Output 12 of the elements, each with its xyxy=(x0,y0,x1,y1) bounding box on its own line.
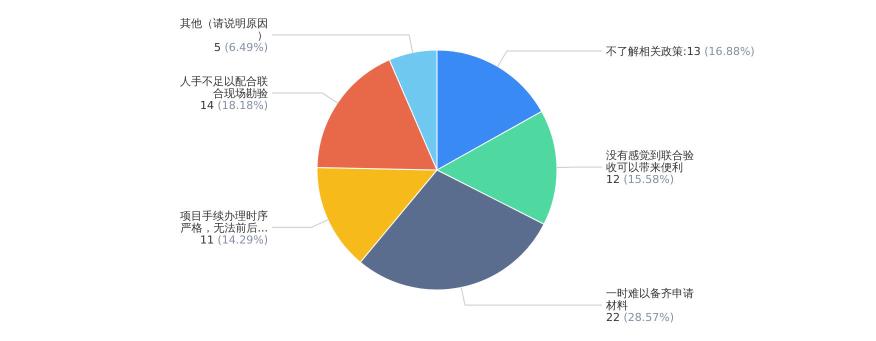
data-label: 14 (18.18%) xyxy=(200,99,268,112)
data-label: 22 (28.57%) xyxy=(606,311,674,324)
slice-label: 项目手续办理时序严格，无法前后... xyxy=(180,209,268,234)
data-label: :13 (16.88%) xyxy=(683,44,755,58)
slice-label: 其他（请说明原因） xyxy=(180,16,268,42)
data-label: 5 (6.49%) xyxy=(214,40,268,54)
slice-label: 人手不足以配合联合现场勘验 xyxy=(180,75,268,100)
data-label: 12 (15.58%) xyxy=(606,173,674,186)
slice-label: 不了解相关政策 xyxy=(606,44,683,58)
slice-label: 没有感觉到联合验收可以带来便利 xyxy=(606,149,694,174)
data-label: 11 (14.29%) xyxy=(200,233,268,246)
slice-label: 一时难以备齐申请材料 xyxy=(605,287,694,312)
